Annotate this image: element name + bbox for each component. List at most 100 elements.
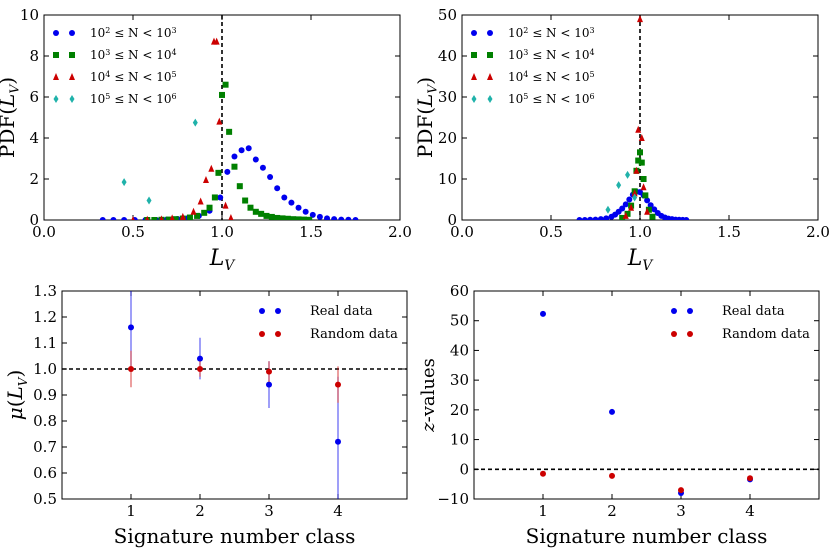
data-point — [121, 178, 127, 187]
legend-label: Random data — [722, 327, 810, 342]
y-tick-label: 1.2 — [33, 308, 57, 326]
data-point — [345, 216, 352, 220]
data-point — [259, 164, 266, 171]
data-point — [316, 213, 323, 220]
data-point — [242, 197, 249, 204]
data-point — [279, 215, 286, 220]
data-point — [263, 212, 270, 219]
data-point — [651, 206, 658, 213]
data-point — [172, 216, 179, 220]
x-tick-label: 2.0 — [388, 223, 412, 241]
data-point — [145, 215, 150, 220]
data-point — [635, 125, 642, 133]
series-2 — [622, 15, 651, 219]
data-point — [628, 203, 635, 211]
data-point — [197, 197, 204, 205]
legend-label: 102 ≤ N < 103 — [508, 26, 595, 41]
x-tick-label: 2 — [195, 502, 205, 520]
legend-label: Random data — [310, 327, 398, 342]
data-point — [587, 216, 594, 220]
data-point — [295, 216, 302, 220]
legend-marker — [69, 95, 75, 103]
legend-marker — [671, 308, 677, 314]
y-tick-label: 10 — [20, 6, 39, 24]
y-tick-label: 20 — [438, 129, 457, 147]
data-point — [581, 217, 588, 220]
data-point — [266, 368, 272, 375]
legend-label: 105 ≤ N < 106 — [508, 92, 595, 107]
legend-marker — [53, 52, 59, 58]
data-point — [637, 15, 643, 23]
y-tick-label: 0.9 — [33, 386, 57, 404]
y-tick-label: 30 — [438, 88, 457, 106]
data-point — [309, 211, 316, 218]
y-tick-label: 0.5 — [33, 490, 57, 508]
legend: 102 ≤ N < 103 103 ≤ N < 104 104 ≤ N < 105 1… — [53, 26, 177, 106]
data-point — [619, 205, 626, 212]
legend-marker — [471, 30, 477, 36]
data-point — [213, 37, 220, 45]
data-point — [274, 185, 281, 192]
y-tick-label: 40 — [438, 47, 457, 65]
legend: Real data Random data — [259, 304, 398, 342]
data-point — [632, 193, 638, 202]
legend-marker — [69, 73, 75, 80]
data-point — [110, 217, 117, 220]
y-tick-label: 30 — [450, 371, 469, 389]
series-3 — [605, 170, 638, 214]
legend: 102 ≤ N < 103 103 ≤ N < 104 104 ≤ N < 105 1… — [471, 26, 595, 107]
series-1 — [144, 81, 313, 220]
data-point — [274, 214, 281, 220]
y-tick-label: 0.8 — [33, 412, 57, 430]
data-point — [228, 213, 234, 220]
legend-marker — [687, 331, 693, 337]
data-point — [226, 128, 233, 135]
data-point — [128, 366, 134, 372]
y-tick-label: 60 — [450, 282, 469, 300]
data-area — [576, 15, 690, 220]
data-point — [121, 217, 128, 220]
data-point — [616, 181, 622, 190]
data-point — [640, 183, 647, 191]
data-point — [331, 216, 338, 220]
x-axis-label: LV — [627, 246, 654, 274]
legend-label: Real data — [722, 304, 785, 319]
data-point — [266, 381, 272, 388]
x-tick-label: 1.0 — [210, 223, 234, 241]
legend-marker — [275, 308, 281, 314]
legend-marker — [487, 95, 493, 103]
data-point — [622, 201, 629, 208]
data-point — [540, 470, 546, 477]
data-point — [194, 212, 201, 219]
data-point — [302, 208, 309, 215]
y-tick-label: 40 — [450, 341, 469, 359]
data-area — [128, 291, 341, 499]
series-1 — [540, 470, 753, 494]
data-point — [335, 381, 341, 388]
data-point — [644, 197, 651, 204]
data-point — [622, 211, 629, 219]
y-tick-label: 8 — [29, 47, 39, 65]
legend-marker — [69, 52, 75, 58]
y-tick-label: 0.6 — [33, 464, 57, 482]
legend-marker — [53, 30, 59, 36]
x-axis-label: Signature number class — [114, 524, 356, 548]
x-tick-label: 3 — [676, 502, 686, 520]
data-point — [179, 212, 186, 220]
series-0 — [128, 291, 341, 499]
data-point — [335, 438, 341, 445]
data-point — [609, 472, 615, 479]
y-tick-label: 0 — [447, 211, 457, 229]
plot-frame — [61, 290, 408, 500]
data-point — [201, 209, 208, 216]
data-point — [603, 215, 610, 220]
chart-top-left: 0.0 0.5 1.0 1.5 2.0 0 2 4 6 8 10 102 ≤ N < 103 103 ≤… — [0, 6, 412, 274]
data-point — [649, 213, 656, 220]
y-axis-label: PDF(LV) — [413, 77, 439, 158]
x-tick-label: 4 — [745, 502, 755, 520]
data-point — [208, 164, 215, 172]
data-point — [625, 170, 631, 179]
y-tick-label: 50 — [450, 312, 469, 330]
y-tick-label: 0 — [29, 211, 39, 229]
y-tick-label: 10 — [450, 431, 469, 449]
